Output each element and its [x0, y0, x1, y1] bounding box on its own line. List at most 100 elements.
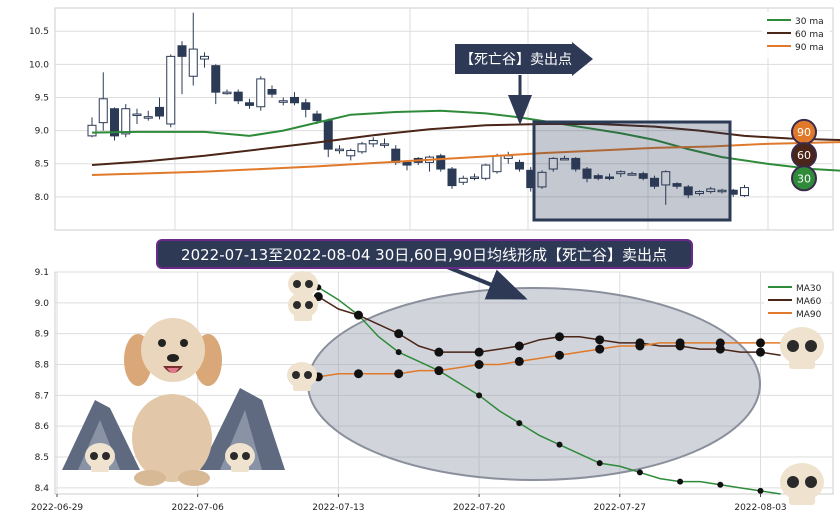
- candle-body: [717, 189, 727, 193]
- data-point-MA90: [595, 344, 605, 354]
- callout-arrow-shape: [455, 42, 593, 76]
- candle-body: [121, 108, 131, 135]
- candle-body: [323, 120, 333, 150]
- candle-body: [537, 171, 547, 188]
- candle-body: [740, 187, 749, 197]
- dog-head: [141, 318, 205, 382]
- legend-label-ma90: MA90: [796, 310, 822, 320]
- candle-body: [515, 161, 524, 170]
- bottom-y-tick-label: 8.4: [35, 484, 50, 494]
- x-tick-label: 2022-07-13: [312, 503, 364, 513]
- candle-body: [436, 155, 446, 170]
- candle: [132, 108, 142, 124]
- data-point-MA90: [394, 369, 404, 379]
- data-point-MA30: [476, 392, 483, 399]
- ma-end-badges: 90 60 30: [791, 118, 817, 192]
- candle-body: [290, 96, 299, 104]
- candle-body: [256, 78, 266, 108]
- candle-body: [222, 91, 232, 95]
- candle: [436, 153, 446, 172]
- candle: [233, 89, 243, 105]
- data-point-MA60: [555, 332, 564, 342]
- candle: [537, 170, 547, 189]
- bottom-y-tick-label: 9.0: [35, 299, 50, 309]
- candle: [188, 12, 198, 86]
- candle: [706, 186, 716, 194]
- data-point-MA90: [555, 350, 564, 360]
- callout-label: 【死亡谷】卖出点: [460, 52, 572, 68]
- series-MA90: [313, 338, 781, 382]
- data-point-MA90: [756, 338, 765, 348]
- legend-label-90ma: 90 ma: [795, 43, 824, 53]
- candle-body: [593, 175, 603, 179]
- candle: [368, 137, 378, 148]
- data-point-MA90: [715, 338, 725, 348]
- data-point-MA60: [756, 347, 765, 357]
- candle: [515, 159, 524, 172]
- candle-body: [155, 106, 164, 117]
- candle: [143, 110, 153, 121]
- dog-illustration: [62, 318, 285, 486]
- bottom-y-tick-label: 9.1: [35, 268, 49, 278]
- x-tick-label: 2022-07-27: [594, 503, 646, 513]
- candle-body: [301, 102, 311, 110]
- candle-body: [470, 176, 479, 179]
- badge-label-ma-60: 60: [797, 149, 811, 162]
- candle-body: [571, 157, 581, 170]
- candle-body: [98, 98, 108, 124]
- data-point-MA60: [354, 310, 363, 320]
- candle-body: [177, 45, 187, 57]
- candle: [458, 175, 468, 185]
- data-point-MA60: [595, 335, 605, 345]
- candle: [548, 157, 558, 172]
- dog-nose: [167, 354, 179, 362]
- candle-body: [267, 89, 277, 95]
- data-point-MA30: [596, 460, 603, 467]
- data-point-MA90: [434, 366, 444, 376]
- candle: [290, 92, 299, 106]
- data-point-MA60: [514, 341, 524, 351]
- bottom-chart: 9.19.08.98.88.78.68.58.4 2022-06-29 2022-…: [31, 260, 834, 513]
- candle-body: [368, 140, 378, 145]
- ma-line-30ma: [91, 109, 840, 172]
- top-y-tick-label: 10.0: [29, 60, 49, 70]
- candle-body: [245, 102, 254, 106]
- data-point-MA30: [677, 478, 684, 485]
- candle-body: [132, 113, 142, 117]
- candle: [346, 148, 356, 161]
- candle: [222, 89, 232, 95]
- bottom-y-tick-label: 8.5: [35, 453, 49, 463]
- skull-decorations: [85, 271, 824, 505]
- chart-title: 2022-07-13至2022-08-04 30日,60日,90日均线形成【死亡…: [181, 246, 667, 264]
- candle-body: [458, 177, 468, 183]
- candle-body: [278, 100, 288, 103]
- candle-body: [605, 176, 614, 179]
- death-valley-highlight-box: [532, 120, 732, 222]
- legend-label-30ma: 30 ma: [795, 17, 824, 27]
- data-point-MA30: [556, 441, 563, 448]
- candle: [110, 107, 119, 141]
- skull-icon: [225, 443, 255, 472]
- bottom-moving-average-lines: [313, 284, 781, 495]
- dog-left-eye: [158, 339, 166, 347]
- candle: [357, 141, 367, 154]
- candle-body: [233, 91, 243, 102]
- candle-body: [661, 171, 671, 186]
- candle: [717, 188, 727, 194]
- candle: [267, 85, 277, 98]
- top-chart: 8.0 8.5 9.0 9.5 10.0 10.5 【死亡谷】卖出点 30 ma 60 m…: [29, 7, 840, 231]
- candle: [650, 175, 659, 189]
- data-point-MA60: [434, 347, 444, 357]
- candle: [695, 190, 704, 196]
- candle-body: [357, 143, 367, 153]
- data-point-MA90: [474, 360, 484, 369]
- candle: [571, 157, 581, 172]
- skull-icon: [287, 362, 317, 391]
- bottom-y-tick-label: 8.6: [35, 422, 50, 432]
- candle-body: [695, 191, 704, 195]
- candle: [177, 41, 187, 95]
- candle-body: [391, 148, 401, 163]
- top-y-tick-label: 10.5: [29, 27, 49, 37]
- title-banner-box: [156, 239, 693, 269]
